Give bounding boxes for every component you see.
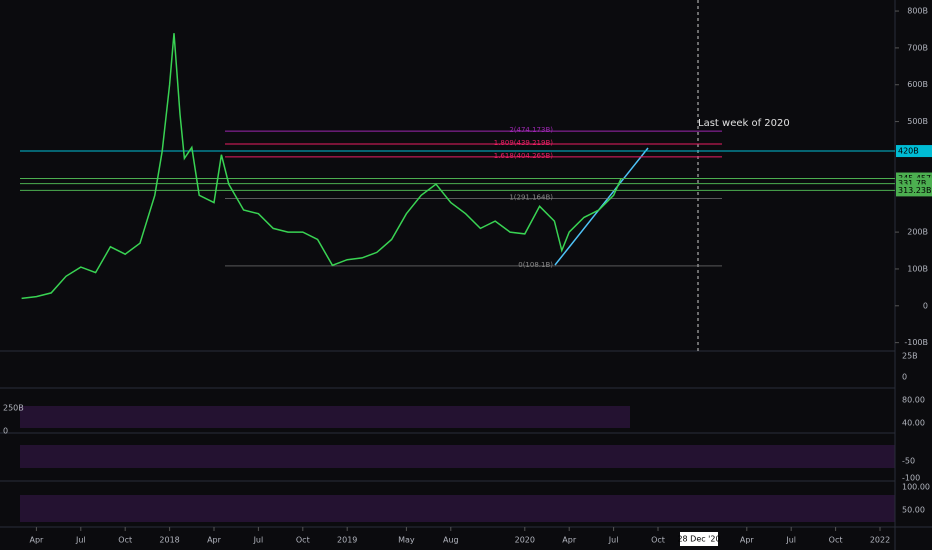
y-tick-label: 700B: [907, 43, 928, 52]
level-label-box: [896, 145, 932, 158]
x-tick-label: Jul: [75, 536, 86, 545]
level-label: 420B: [898, 147, 919, 156]
y-tick-label: -100B: [904, 338, 928, 347]
stoch-band: [20, 495, 895, 522]
x-tick-label: Apr: [29, 536, 44, 545]
x-tick-label: Oct: [118, 536, 132, 545]
price-line: [21, 33, 622, 300]
fib-label: 1.618(404.265B): [494, 152, 554, 160]
pane-tick-label: 40.00: [902, 419, 925, 428]
pane-tick-label: 0: [902, 373, 907, 382]
osc-band: [20, 445, 895, 468]
x-tick-label: Jul: [785, 536, 796, 545]
cursor-date: 28 Dec '20: [677, 535, 720, 544]
fib-label: 0(108.1B): [518, 261, 553, 269]
cursor-date-box: [680, 532, 718, 546]
y-tick-label: 0: [923, 301, 928, 310]
x-tick-label: Apr: [562, 536, 577, 545]
pane-left-tick-label: 250B: [3, 404, 24, 413]
x-tick-label: Jul: [608, 536, 619, 545]
rsi-band: [20, 406, 630, 428]
x-tick-label: Oct: [651, 536, 665, 545]
x-tick-label: Jul: [253, 536, 264, 545]
level-label: 313.23B: [898, 186, 931, 195]
pane-tick-label: 80.00: [902, 396, 925, 405]
pane-tick-label: 50.00: [902, 506, 925, 515]
fib-label: 1.809(439.219B): [494, 139, 554, 147]
x-tick-label: 2022: [870, 536, 890, 545]
x-tick-label: Aug: [443, 536, 459, 545]
y-tick-label: 200B: [907, 228, 928, 237]
x-tick-label: Oct: [296, 536, 310, 545]
y-tick-label: 500B: [907, 117, 928, 126]
chart-layer: 800B 700B 600B 500B 200B 100B 0 -100B Apr Jul Oct 2…: [3, 7, 932, 545]
annotation: Last week of 2020: [698, 118, 790, 129]
y-tick-label: 600B: [907, 80, 928, 89]
level-label-box: [896, 184, 932, 197]
level-label: 331.7B: [898, 179, 926, 188]
x-tick-label: 2020: [515, 536, 535, 545]
x-tick-label: May: [398, 536, 415, 545]
x-tick-label: 2019: [337, 536, 357, 545]
y-tick-label: 800B: [907, 7, 928, 16]
x-tick-label: 2018: [159, 536, 179, 545]
fib-label: 2(474.173B): [509, 126, 553, 134]
pane-left-tick-label: 0: [3, 427, 8, 436]
x-tick-label: Apr: [207, 536, 222, 545]
pane-tick-label: -50: [902, 457, 915, 466]
pane-tick-label: -100: [902, 474, 920, 483]
x-tick-label: Oct: [829, 536, 843, 545]
fib-label: 1(291.164B): [509, 194, 553, 202]
pane-tick-label: 25B: [902, 352, 918, 361]
y-tick-label: 100B: [907, 264, 928, 273]
pane-tick-label: 100.00: [902, 483, 930, 492]
x-tick-label: Apr: [740, 536, 755, 545]
